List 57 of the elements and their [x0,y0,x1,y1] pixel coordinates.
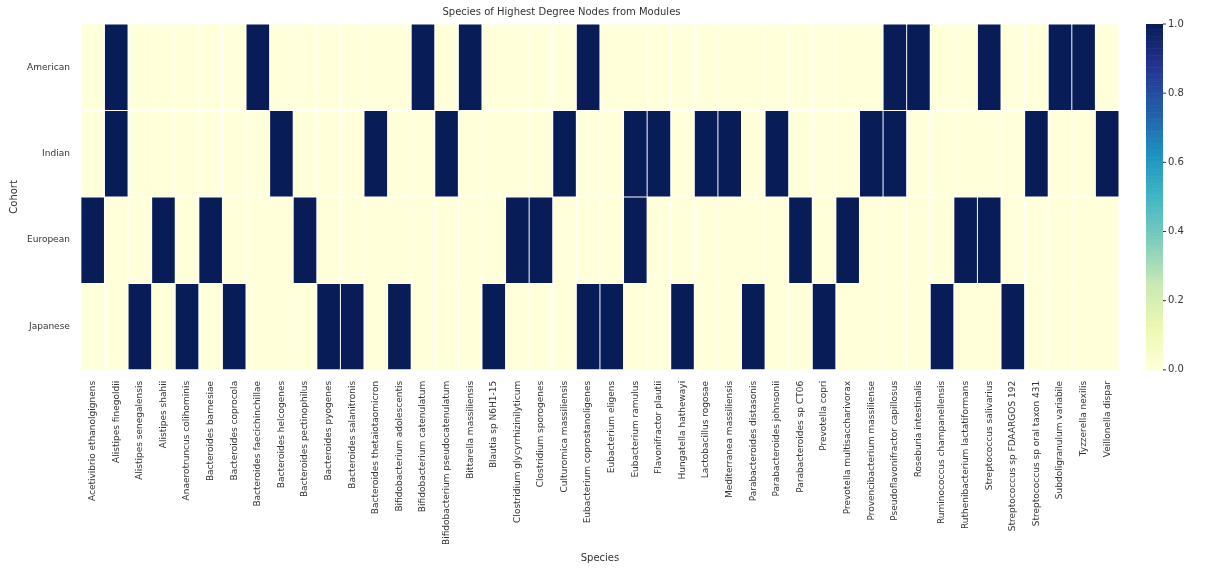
x-tick-label: Veillonella dispar [1101,380,1112,458]
x-tick-label: Alistipes shahii [157,380,168,449]
color-bar-label: 1.0 [1168,17,1184,29]
x-tick-label: Parabacteroides johnsonii [771,380,782,497]
y-tick-label: American [27,61,70,72]
x-tick-label: Flavonifractor plautii [653,380,664,474]
x-tick-label: Alistipes finegoldii [110,380,121,463]
color-bar-label: 0.0 [1168,363,1184,375]
x-tick-label: Mediterranea massiliensis [724,380,735,499]
chart-title: Species of Highest Degree Nodes from Modules [442,5,681,17]
x-tick-label: Bacteroides coprocola [228,380,239,481]
color-bar-label: 0.4 [1168,225,1184,237]
x-tick-label: Bifidobacterium adolescentis [393,380,404,512]
x-tick-label: Eubacterium coprostanoligenes [582,380,593,524]
x-tick-label: Blautia sp N6H1-15 [488,380,499,469]
x-tick-label: Roseburia intestinalis [912,380,923,478]
y-axis-title: Cohort [7,180,19,214]
x-tick-label: Eubacterium eligens [606,380,617,474]
x-tick-label: Acetivibrio ethanolgignens [87,380,98,502]
x-tick-label: Clostridium sporogenes [535,380,546,488]
x-tick-label: Alistipes senegalensis [134,380,145,480]
x-tick-label: Anaerotruncus colihominis [181,380,192,501]
x-axis-title: Species [580,551,620,563]
x-tick-label: Lactobacillus rogosae [700,380,711,479]
x-tick-label: Streptococcus salivarius [983,380,994,491]
x-tick-label: Bacteroides helcogenes [275,380,286,489]
x-tick-label: Eubacterium ramulus [629,380,640,478]
x-tick-label: Culturomica massiliensis [558,380,569,493]
color-bar-label: 0.2 [1168,294,1184,306]
y-tick-label: Japanese [27,320,71,331]
x-tick-label: Bifidobacterium catenulatum [417,380,428,513]
x-tick-label: Bacteroides faecichinchillae [252,380,263,507]
y-tick-label: European [26,234,70,245]
x-tick-label: Ruthenibacterium lactatiformans [959,380,970,530]
x-tick-label: Bifidobacterium pseudocatenulatum [440,380,451,545]
x-tick-label: Bacteroides pectinophilus [299,380,310,498]
x-tick-label: Bacteroides thetaiotaomicron [370,380,381,515]
x-tick-label: Bacteroides salanitronis [346,380,357,489]
x-tick-label: Bacteroides pyogenes [322,380,333,481]
x-tick-label: Pseudoflavonifractor capillosus [889,380,900,521]
y-tick-label: Indian [42,148,70,159]
x-tick-label: Prevotella multisaccharivorax [842,380,853,515]
x-tick-label: Subdoligranulum variabile [1054,380,1065,500]
x-tick-label: Parabacteroides distasonis [747,380,758,502]
color-bar-label: 0.6 [1168,155,1184,167]
x-tick-label: Prevotella copri [818,380,829,451]
x-tick-label: Tyzzerella nexilis [1077,380,1088,458]
x-tick-label: Parabacteroides sp CT06 [794,380,805,493]
x-tick-label: Provencibacterium massiliense [865,380,876,521]
x-tick-label: Ruminococcus champanellensis [936,380,947,525]
x-tick-label: Bacteroides barnesiae [204,380,215,482]
x-tick-label: Hungatella hathewayi [676,380,687,480]
x-tick-label: Bittarella massiliensis [464,380,475,479]
x-tick-label: Clostridium glycyrrhizinilyticum [511,380,522,523]
color-bar-label: 0.8 [1168,86,1184,98]
x-tick-label: Streptococcus sp FDAARGOS 192 [1007,380,1018,532]
x-tick-label: Streptococcus sp oral taxon 431 [1030,380,1041,527]
